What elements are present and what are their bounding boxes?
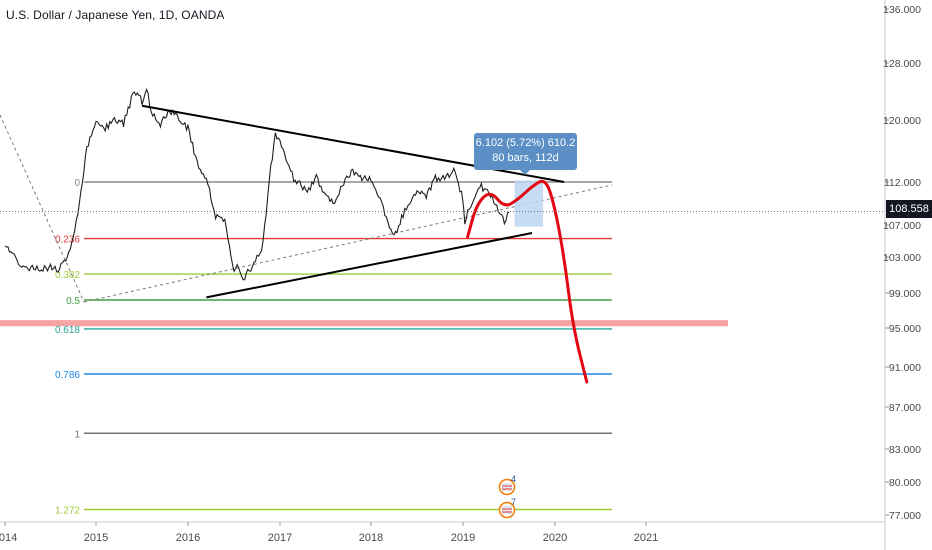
- fib-level-label: 1: [74, 429, 80, 440]
- flag-field: [502, 483, 512, 491]
- fib-level-label: 0.786: [55, 370, 80, 381]
- fib-trend-dashed: [0, 114, 85, 303]
- price-series-line: [4, 88, 510, 281]
- y-tick-label: 103.000: [883, 252, 921, 264]
- fib-level-label: 0: [74, 178, 80, 189]
- fib-level-label: 0.382: [55, 270, 80, 281]
- measure-tooltip: 6.102 (5.72%) 610.2 80 bars, 112d: [474, 133, 577, 170]
- event-marker-count: 7: [511, 497, 516, 507]
- y-tick-label: 95.000: [889, 323, 921, 335]
- plot-area: [0, 0, 885, 522]
- y-tick-label: 128.000: [883, 58, 921, 70]
- x-tick-label: 2015: [84, 532, 108, 544]
- y-tick-label: 80.000: [889, 477, 921, 489]
- us-flag-icon: [498, 501, 516, 519]
- fib-level-label: 0.618: [55, 325, 80, 336]
- x-tick-label: 2018: [359, 532, 383, 544]
- x-tick-label: 2020: [543, 532, 567, 544]
- y-tick-label: 99.000: [889, 288, 921, 300]
- y-tick-label: 136.000: [883, 4, 921, 16]
- y-tick-label: 87.000: [889, 402, 921, 414]
- highlight-band: [0, 320, 728, 327]
- trendline-lower: [206, 232, 533, 299]
- x-tick-label: 2019: [451, 532, 475, 544]
- y-tick-label: 120.000: [883, 115, 921, 127]
- fib-level-label: 0.236: [55, 235, 80, 246]
- fib-level-label: 0.5: [66, 296, 80, 307]
- y-tick-label: 112.000: [884, 177, 921, 189]
- event-marker-count: 4: [511, 474, 516, 484]
- y-tick-label: 91.000: [889, 362, 921, 374]
- chart-title: U.S. Dollar / Japanese Yen, 1D, OANDA: [6, 8, 225, 22]
- y-tick-label: 107.000: [883, 220, 921, 232]
- y-tick-label: 83.000: [889, 444, 921, 456]
- us-flag-icon: [498, 478, 516, 496]
- current-price-badge: 108.558: [886, 200, 932, 218]
- projection-path: [466, 179, 589, 384]
- measure-bars: 80 bars, 112d: [492, 152, 559, 164]
- x-tick-label: 2016: [176, 532, 200, 544]
- measure-tooltip-pointer: [520, 170, 530, 175]
- x-tick-label: 2021: [634, 532, 658, 544]
- measure-change: 6.102 (5.72%) 610.2: [475, 137, 576, 149]
- measure-range-box: [514, 180, 544, 227]
- x-tick-label: 2017: [268, 532, 292, 544]
- fib-level-label: 1.272: [55, 506, 80, 517]
- x-tick-label: 2014: [0, 532, 17, 544]
- y-tick-label: 77.000: [889, 510, 921, 522]
- flag-field: [502, 506, 512, 514]
